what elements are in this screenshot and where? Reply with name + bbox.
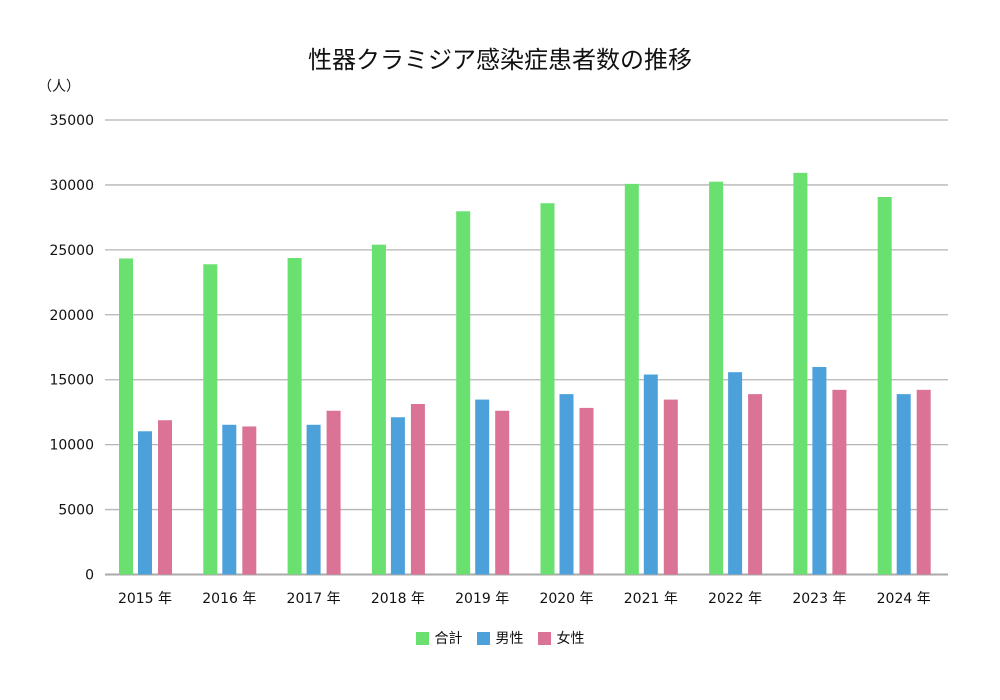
bar-total (877, 197, 892, 575)
y-tick-label: 25000 (49, 243, 94, 259)
x-tick-label: 2017 年 (287, 591, 341, 607)
bar-female (495, 410, 510, 575)
x-tick-label: 2023 年 (792, 591, 846, 607)
legend-swatch-female (537, 631, 551, 645)
chart-title: 性器クラミジア感染症患者数の推移 (308, 46, 692, 74)
legend-swatch-total (415, 631, 429, 645)
bar-male (475, 399, 490, 575)
legend-label-male: 男性 (495, 631, 524, 647)
bar-total (624, 183, 639, 575)
x-tick-label: 2024 年 (877, 591, 931, 607)
x-tick-label: 2019 年 (455, 591, 509, 607)
bar-total (456, 211, 471, 575)
bar-male (390, 417, 405, 575)
x-tick-label: 2021 年 (624, 591, 678, 607)
legend-item-male: 男性 (476, 628, 524, 648)
bar-total (119, 258, 133, 575)
legend-label-female: 女性 (556, 631, 585, 647)
legend-item-total: 合計 (415, 628, 463, 648)
bar-total (203, 264, 218, 575)
bar-female (916, 389, 931, 575)
bar-male (222, 424, 237, 575)
x-tick-label: 2020 年 (539, 591, 593, 607)
x-tick-label: 2018 年 (371, 591, 425, 607)
bar-total (793, 172, 808, 575)
bar-male (896, 394, 911, 575)
bar-male (812, 366, 827, 575)
bar-total (287, 258, 302, 575)
bar-female (832, 389, 847, 575)
y-tick-label: 5000 (58, 503, 94, 519)
y-tick-label: 15000 (49, 373, 94, 389)
legend-swatch-male (476, 631, 490, 645)
bar-female (242, 426, 257, 575)
x-tick-label: 2015 年 (118, 591, 172, 607)
y-tick-label: 20000 (49, 308, 94, 324)
bar-total (709, 181, 724, 575)
bar-male (559, 394, 574, 575)
y-tick-label: 10000 (49, 438, 94, 454)
legend-label-total: 合計 (434, 631, 463, 647)
bar-male (306, 424, 321, 575)
bar-male (138, 431, 152, 575)
bar-female (663, 399, 678, 575)
bar-female (410, 403, 425, 575)
legend-item-female: 女性 (537, 628, 585, 648)
y-tick-label: 30000 (49, 178, 94, 194)
bar-male (728, 372, 743, 575)
legend: 合計 男性 女性 (0, 628, 1000, 648)
bar-female (326, 410, 341, 575)
bar-total (371, 244, 386, 575)
bar-female (158, 420, 172, 575)
bar-male (643, 374, 658, 575)
bar-female (579, 407, 594, 575)
x-tick-label: 2016 年 (202, 591, 256, 607)
y-tick-label: 0 (85, 568, 94, 584)
y-axis-unit-label: （人） (38, 79, 80, 95)
x-tick-label: 2022 年 (708, 591, 762, 607)
bar-total (540, 203, 555, 575)
bar-female (748, 394, 763, 575)
y-tick-label: 35000 (49, 113, 94, 129)
